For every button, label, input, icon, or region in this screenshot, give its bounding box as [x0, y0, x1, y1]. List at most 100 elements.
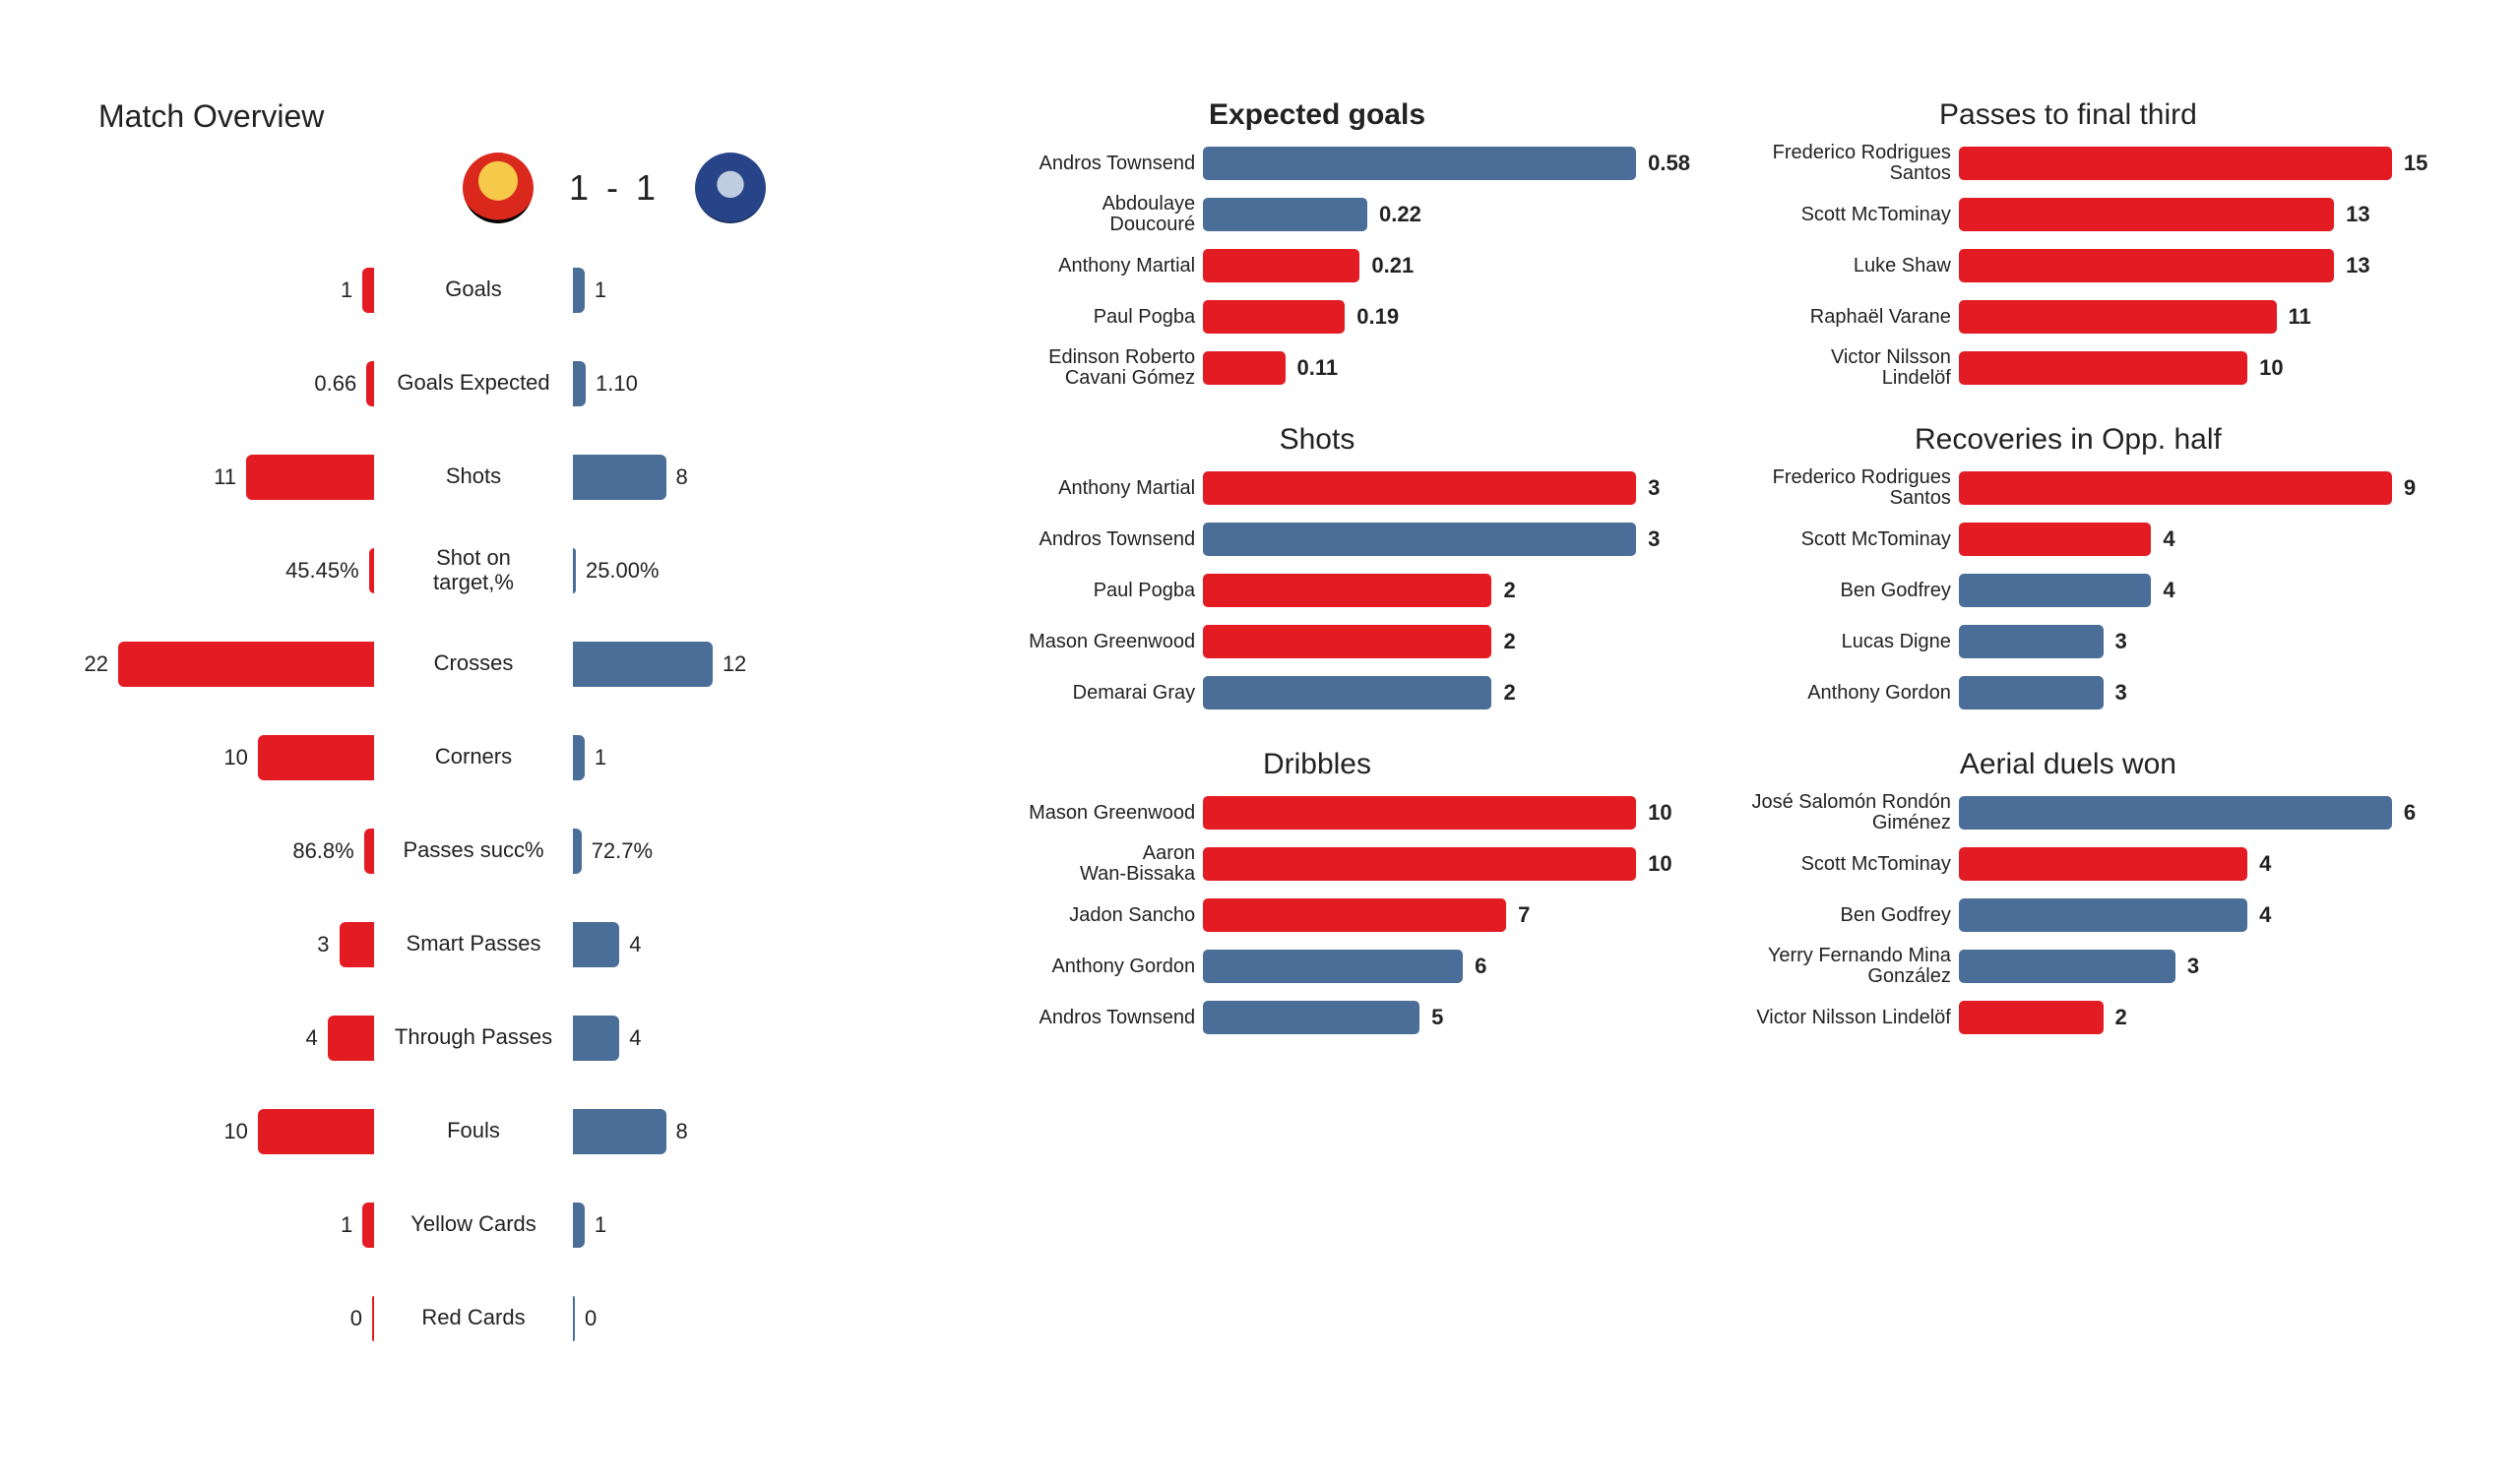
overview-home-bar [362, 1202, 374, 1248]
overview-away-bar [573, 1109, 666, 1154]
player-chart-row: Andros Townsend3 [939, 518, 1695, 561]
player-bar [1959, 676, 2104, 709]
overview-home-cell: 11 [98, 455, 374, 500]
player-value: 6 [2404, 800, 2416, 826]
overview-away-value: 1 [595, 745, 606, 771]
overview-away-cell: 4 [573, 922, 829, 967]
overview-stat-label: Passes succ% [374, 838, 573, 862]
player-chart-row: Frederico Rodrigues Santos15 [1695, 142, 2441, 185]
player-chart-title: Dribbles [939, 748, 1695, 781]
player-chart-row: Anthony Gordon3 [1695, 671, 2441, 714]
player-name: Lucas Digne [1695, 632, 1959, 652]
overview-away-value: 72.7% [592, 838, 653, 864]
player-chart-row: Andros Townsend5 [939, 996, 1695, 1039]
player-name: Scott McTominay [1695, 529, 1959, 550]
player-bar-wrap: 10 [1959, 351, 2441, 385]
overview-away-bar [573, 361, 586, 406]
home-crest-icon [463, 153, 534, 223]
player-bar [1203, 351, 1285, 385]
overview-home-cell: 1 [98, 268, 374, 313]
overview-row: 0.66Goals Expected1.10 [98, 337, 939, 430]
player-name: Ben Godfrey [1695, 581, 1959, 601]
overview-home-value: 4 [305, 1025, 317, 1051]
player-bar-wrap: 3 [1203, 471, 1695, 505]
player-value: 3 [1648, 526, 1660, 552]
overview-away-cell: 8 [573, 455, 829, 500]
player-chart-row: Frederico Rodrigues Santos9 [1695, 466, 2441, 510]
overview-home-cell: 45.45% [98, 548, 374, 593]
overview-stat-label: Goals [374, 278, 573, 301]
player-chart-row: Victor Nilsson Lindelöf2 [1695, 996, 2441, 1039]
player-bar [1959, 625, 2104, 658]
player-bar [1959, 147, 2392, 180]
player-name: Luke Shaw [1695, 256, 1959, 277]
overview-home-bar [366, 361, 374, 406]
player-bar [1959, 300, 2277, 334]
player-bar-wrap: 11 [1959, 300, 2441, 334]
player-name: Yerry Fernando Mina González [1695, 946, 1959, 987]
overview-away-value: 4 [629, 1025, 641, 1051]
player-name: Paul Pogba [939, 307, 1203, 328]
player-bar [1203, 796, 1636, 830]
overview-away-cell: 12 [573, 642, 829, 687]
player-value: 2 [1503, 629, 1515, 654]
player-value: 2 [1503, 578, 1515, 603]
player-bar-wrap: 0.19 [1203, 300, 1695, 334]
player-chart-block: Passes to final third Frederico Rodrigues… [1695, 98, 2441, 398]
player-chart-row: Abdoulaye Doucouré0.22 [939, 193, 1695, 236]
player-bar-wrap: 7 [1203, 898, 1695, 932]
overview-home-value: 1 [341, 278, 352, 303]
overview-away-bar [573, 642, 713, 687]
overview-home-bar [258, 735, 374, 780]
player-chart-row: Paul Pogba0.19 [939, 295, 1695, 339]
overview-row: 45.45%Shot on target,%25.00% [98, 524, 939, 617]
player-value: 7 [1518, 902, 1530, 928]
player-bar-wrap: 0.11 [1203, 351, 1695, 385]
player-bar-wrap: 3 [1203, 523, 1695, 556]
player-chart-row: Lucas Digne3 [1695, 620, 2441, 663]
player-name: Abdoulaye Doucouré [939, 194, 1203, 235]
player-chart-row: Scott McTominay4 [1695, 518, 2441, 561]
player-chart-title: Shots [939, 423, 1695, 457]
player-name: Andros Townsend [939, 1008, 1203, 1028]
player-value: 15 [2404, 151, 2427, 176]
overview-stat-label: Fouls [374, 1119, 573, 1142]
overview-away-cell: 4 [573, 1016, 829, 1061]
player-bar-wrap: 3 [1959, 625, 2441, 658]
overview-row: 1Goals1 [98, 243, 939, 337]
overview-home-value: 11 [214, 464, 236, 490]
player-chart-block: Expected goalsAndros Townsend0.58Abdoula… [939, 98, 1695, 398]
overview-away-cell: 1 [573, 268, 829, 313]
player-name: Jadon Sancho [939, 905, 1203, 926]
overview-stat-label: Goals Expected [374, 371, 573, 395]
overview-home-bar [246, 455, 374, 500]
player-name: Ben Godfrey [1695, 905, 1959, 926]
player-chart-row: Andros Townsend0.58 [939, 142, 1695, 185]
player-bar-wrap: 4 [1959, 574, 2441, 607]
player-value: 10 [1648, 851, 1671, 877]
player-value: 10 [2259, 355, 2283, 381]
player-value: 4 [2259, 902, 2271, 928]
player-value: 3 [1648, 475, 1660, 501]
overview-row: 10Fouls8 [98, 1084, 939, 1178]
overview-row: 3Smart Passes4 [98, 897, 939, 991]
player-name: Edinson Roberto Cavani Gómez [939, 347, 1203, 389]
player-bar-wrap: 2 [1203, 676, 1695, 709]
player-bar [1203, 676, 1491, 709]
player-chart-block: DribblesMason Greenwood10Aaron Wan-Bissa… [939, 748, 1695, 1047]
player-chart-title: Passes to final third [1695, 98, 2441, 132]
overview-home-cell: 0 [98, 1296, 374, 1341]
overview-home-bar [364, 829, 374, 874]
overview-away-value: 25.00% [586, 558, 660, 584]
player-chart-title: Recoveries in Opp. half [1695, 423, 2441, 457]
player-value: 11 [2289, 304, 2311, 330]
player-name: Paul Pogba [939, 581, 1203, 601]
player-bar [1959, 950, 2175, 983]
player-bar [1203, 847, 1636, 881]
player-chart-row: Ben Godfrey4 [1695, 569, 2441, 612]
player-bar-wrap: 2 [1203, 625, 1695, 658]
player-bar-wrap: 6 [1959, 796, 2441, 830]
player-bar-wrap: 4 [1959, 523, 2441, 556]
overview-home-value: 86.8% [292, 838, 353, 864]
overview-home-value: 22 [85, 651, 108, 677]
